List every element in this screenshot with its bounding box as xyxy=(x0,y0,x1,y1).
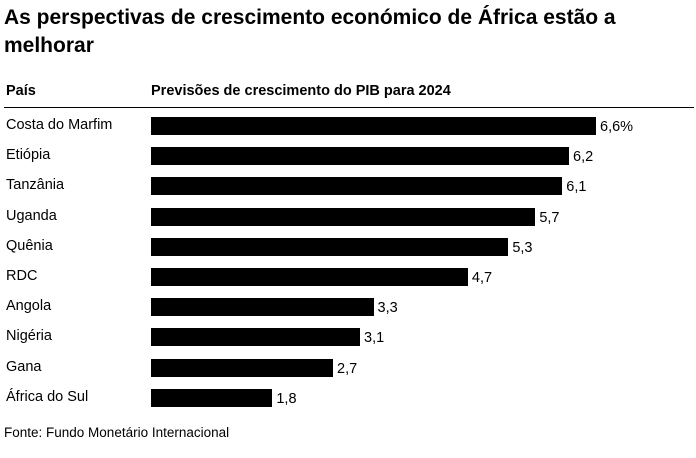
value-label: 6,1 xyxy=(566,179,587,196)
category-label: RDC xyxy=(6,268,38,284)
category-label: Costa do Marfim xyxy=(6,117,113,133)
category-label: Etiópia xyxy=(6,147,51,164)
value-label: 2,7 xyxy=(337,360,358,377)
bar xyxy=(151,237,509,256)
category-label: Tanzânia xyxy=(6,177,65,194)
value-label: 1,8 xyxy=(276,390,297,407)
value-label: 3,3 xyxy=(377,300,398,317)
value-label: 6,6% xyxy=(600,119,634,135)
bar xyxy=(151,358,334,377)
bar xyxy=(151,298,374,317)
category-label: Uganda xyxy=(6,207,57,224)
value-label: 3,1 xyxy=(364,330,385,347)
bar xyxy=(151,117,596,135)
header-divider xyxy=(4,107,694,108)
country-column-header: País xyxy=(6,83,36,99)
value-label: 6,2 xyxy=(573,149,594,166)
source-note: Fonte: Fundo Monetário Internacional xyxy=(4,425,230,440)
category-label: Gana xyxy=(6,358,42,375)
bar xyxy=(151,388,273,407)
category-label: Quênia xyxy=(6,237,53,254)
bar xyxy=(151,328,360,347)
bar xyxy=(151,207,536,226)
chart-title: As perspectivas de crescimento económico… xyxy=(4,6,616,57)
metric-column-header: Previsões de crescimento do PIB para 202… xyxy=(151,83,451,99)
value-label: 5,7 xyxy=(539,209,560,226)
category-label: Angola xyxy=(6,298,52,315)
bar xyxy=(151,268,468,286)
bar xyxy=(151,177,563,196)
value-label: 5,3 xyxy=(512,239,533,256)
category-label: Nigéria xyxy=(6,328,52,345)
value-label: 4,7 xyxy=(471,270,493,286)
category-label: África do Sul xyxy=(6,388,89,405)
bar xyxy=(151,147,570,166)
